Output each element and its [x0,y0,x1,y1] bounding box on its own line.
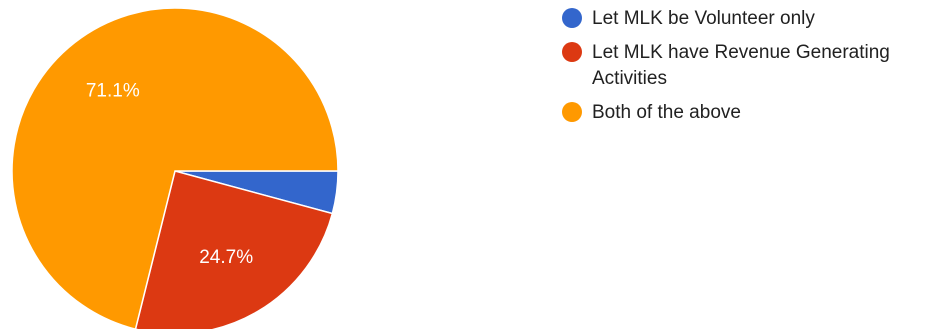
legend: Let MLK be Volunteer only Let MLK have Re… [562,6,937,134]
pie-slices [11,7,339,329]
pie-slice-2 [134,170,334,329]
legend-swatch-3 [562,102,582,122]
pie-slice-3 [11,7,339,329]
legend-item-3: Both of the above [562,100,937,126]
legend-swatch-2 [562,42,582,62]
legend-label-2: Let MLK have Revenue Generating Activiti… [592,42,890,89]
pie-slice-labels: 24.7% 71.1% [86,80,253,268]
pie-slice-label-2: 24.7% [199,247,253,268]
legend-label-3: Both of the above [592,102,741,123]
legend-swatch-1 [562,8,582,28]
legend-item-1: Let MLK be Volunteer only [562,6,937,32]
pie-slice-label-3: 71.1% [86,80,140,101]
legend-item-2: Let MLK have Revenue Generating Activiti… [562,40,937,92]
legend-label-1: Let MLK be Volunteer only [592,8,815,29]
